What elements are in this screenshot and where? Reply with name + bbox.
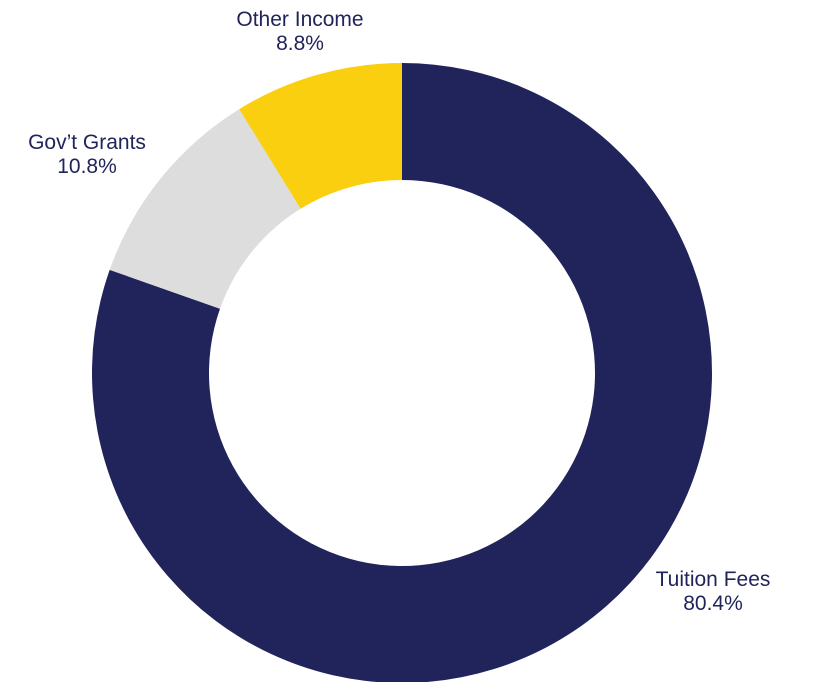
slice-gov-t-grants xyxy=(109,109,301,309)
slice-label-tuition-fees: Tuition Fees 80.4% xyxy=(630,568,796,616)
slice-name-tuition-fees: Tuition Fees xyxy=(655,568,771,591)
slice-value-tuition-fees: 80.4% xyxy=(683,592,743,615)
slice-label-other-income: Other Income 8.8% xyxy=(205,8,395,56)
slice-name-govt-grants: Gov’t Grants xyxy=(28,131,146,154)
slice-tuition-fees xyxy=(92,63,712,682)
donut-slices xyxy=(92,63,712,682)
slice-label-govt-grants: Gov’t Grants 10.8% xyxy=(2,131,172,179)
slice-value-other-income: 8.8% xyxy=(276,32,324,55)
slice-other-income xyxy=(239,63,402,209)
slice-value-govt-grants: 10.8% xyxy=(57,155,117,178)
slice-name-other-income: Other Income xyxy=(236,8,364,31)
